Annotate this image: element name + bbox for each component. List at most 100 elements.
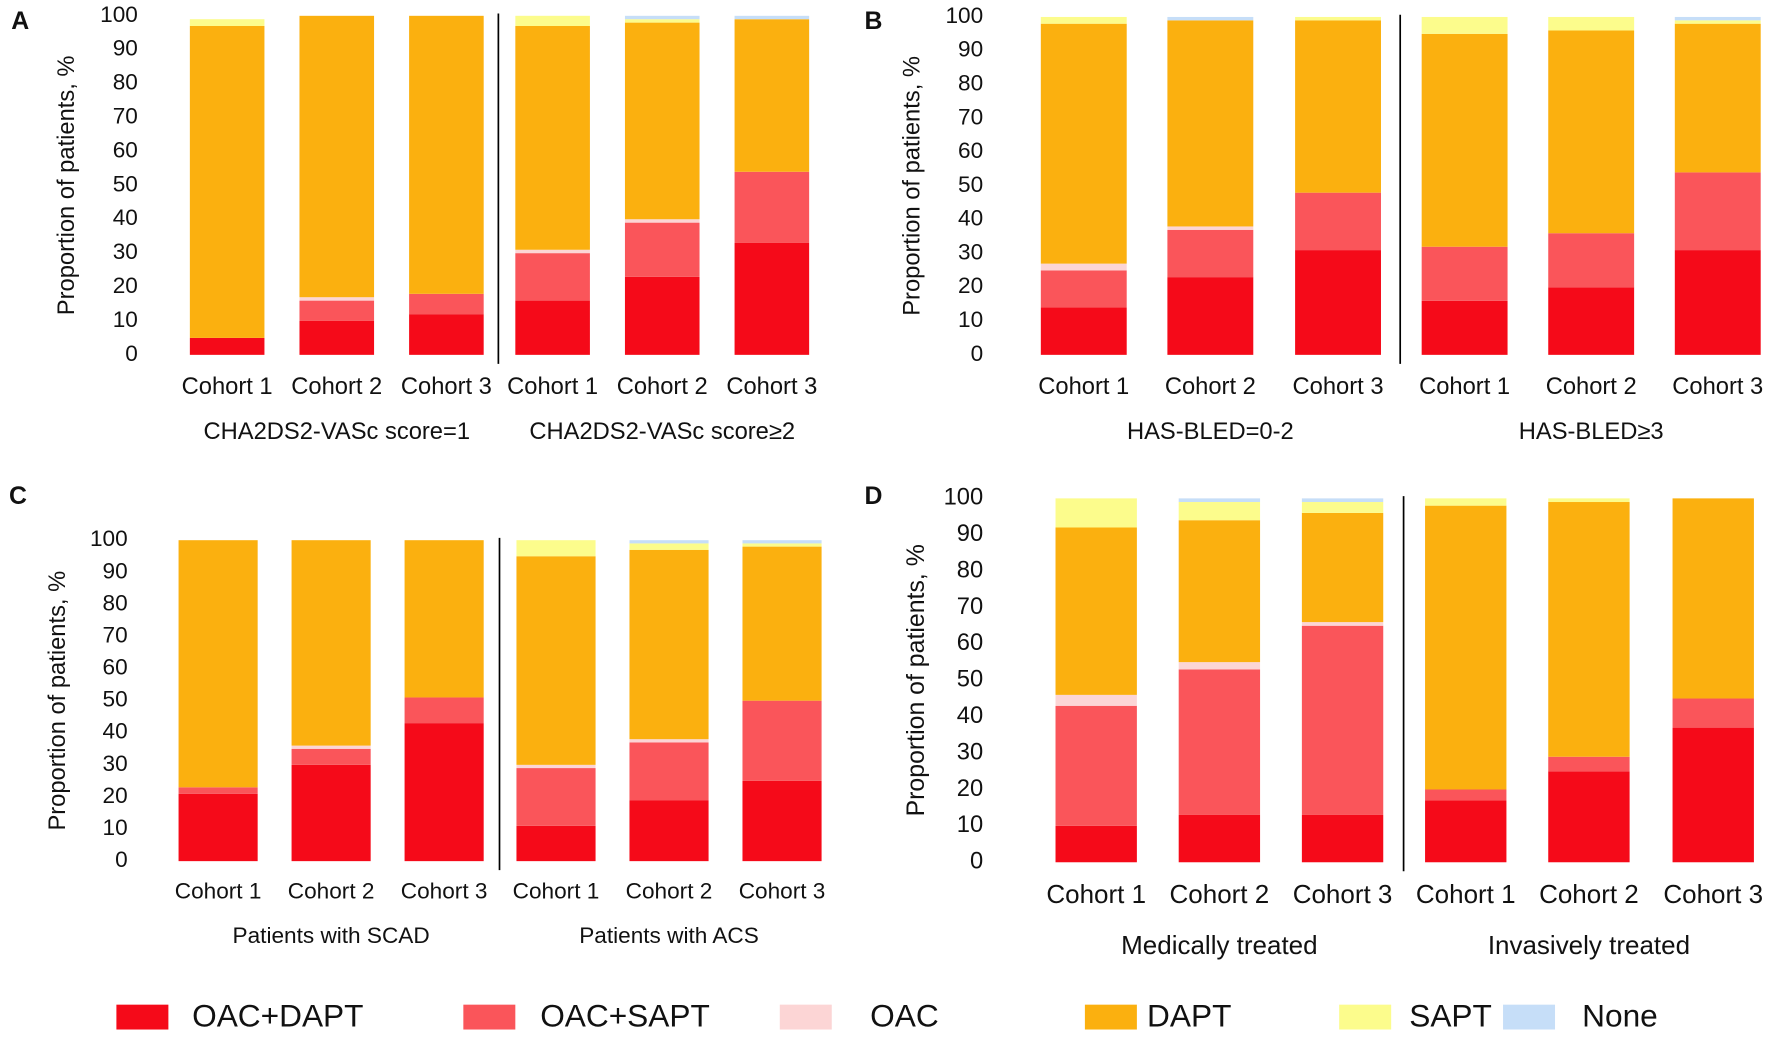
bar-segment — [624, 222, 700, 277]
bar-segment — [178, 793, 258, 862]
bar-segment — [516, 825, 596, 862]
bar-segment — [291, 748, 371, 765]
y-tick-label: 50 — [958, 172, 983, 197]
x-tick-label: Cohort 1 — [182, 374, 273, 400]
x-tick-label: Cohort 3 — [401, 879, 488, 904]
y-tick-label: 30 — [957, 739, 983, 765]
legend-swatch — [116, 1004, 169, 1030]
y-axis-label: Proportion of patients, % — [899, 56, 925, 316]
x-tick-label: Cohort 1 — [513, 879, 600, 904]
y-tick-label: 60 — [113, 137, 138, 162]
bar-segment — [404, 540, 484, 698]
bar-segment — [1425, 800, 1507, 863]
y-tick-label: 80 — [957, 557, 983, 583]
bar-segment — [1548, 16, 1635, 31]
x-tick-label: Cohort 2 — [1165, 374, 1256, 400]
bar-segment — [299, 15, 375, 298]
bar-segment — [409, 293, 484, 315]
y-axis-label: Proportion of patients, % — [54, 55, 80, 315]
bar-segment — [404, 697, 484, 724]
bar-segment — [1548, 756, 1630, 772]
bar-segment — [629, 540, 709, 544]
x-tick-label: Cohort 1 — [175, 879, 262, 904]
bar-segment — [1421, 16, 1508, 34]
bar-segment — [1167, 277, 1254, 355]
bar-segment — [291, 540, 371, 746]
bar-segment — [1421, 300, 1508, 355]
y-tick-label: 80 — [958, 71, 983, 96]
bar-segment — [742, 543, 822, 547]
legend-swatch — [1503, 1004, 1556, 1030]
bar-segment — [409, 314, 484, 355]
bar-segment — [1301, 625, 1384, 815]
bar-segment — [1421, 33, 1508, 247]
bar-segment — [1425, 505, 1507, 790]
y-tick-label: 70 — [957, 594, 983, 620]
bar-segment — [734, 19, 810, 172]
group-label: HAS-BLED=0-2 — [1127, 419, 1294, 445]
y-tick-label: 0 — [970, 849, 983, 875]
x-tick-label: Cohort 2 — [626, 879, 713, 904]
y-axis-label: Proportion of patients, % — [45, 571, 71, 831]
bar-segment — [1674, 172, 1761, 251]
bar-segment — [629, 800, 709, 862]
bar-segment — [1425, 498, 1507, 506]
bar-segment — [299, 300, 375, 321]
y-tick-label: 0 — [125, 341, 138, 366]
bar-segment — [1672, 698, 1754, 728]
bar-segment — [1167, 16, 1254, 21]
y-tick-label: 30 — [103, 751, 128, 776]
legend-label: DAPT — [1147, 998, 1231, 1034]
bar-segment — [1674, 23, 1761, 173]
bar-segment — [1055, 705, 1137, 826]
bar-segment — [1295, 192, 1381, 251]
panel-letter: B — [865, 7, 883, 35]
bar-segment — [1178, 502, 1261, 521]
bar-segment — [1295, 250, 1381, 355]
x-tick-label: Cohort 2 — [291, 374, 382, 400]
bar-segment — [1167, 226, 1254, 230]
legend-swatch — [1084, 1004, 1137, 1030]
bar-segment — [1178, 669, 1261, 815]
bar-segment — [516, 540, 596, 557]
bar-segment — [515, 253, 590, 301]
y-tick-label: 90 — [103, 558, 128, 583]
bar-segment — [734, 171, 810, 243]
y-tick-label: 70 — [958, 104, 983, 129]
bar-segment — [1548, 233, 1635, 288]
legend-swatch — [1339, 1004, 1392, 1030]
panel-letter: D — [865, 482, 883, 510]
bar-segment — [1421, 246, 1508, 301]
bar-segment — [1055, 825, 1137, 863]
bar-segment — [178, 540, 258, 788]
bar-segment — [189, 19, 265, 26]
y-tick-label: 30 — [958, 239, 983, 264]
bar-segment — [1548, 287, 1635, 355]
y-tick-label: 90 — [958, 37, 983, 62]
group-label: Invasively treated — [1488, 930, 1690, 960]
bar-segment — [1167, 229, 1254, 278]
y-tick-label: 100 — [945, 3, 983, 28]
bar-segment — [1295, 16, 1381, 21]
bar-segment — [515, 25, 590, 250]
y-tick-label: 20 — [113, 273, 138, 298]
bar-segment — [624, 219, 700, 223]
group-label: Patients with SCAD — [233, 923, 430, 948]
x-tick-label: Cohort 3 — [401, 374, 492, 400]
bar-segment — [515, 15, 590, 26]
bar-segment — [1301, 502, 1384, 513]
legend-label: OAC — [870, 998, 939, 1034]
y-tick-label: 10 — [113, 307, 138, 332]
group-label: Medically treated — [1121, 930, 1317, 960]
y-tick-label: 20 — [103, 783, 128, 808]
bar-segment — [1295, 20, 1381, 193]
bar-segment — [189, 337, 265, 355]
bar-segment — [1040, 23, 1127, 264]
y-tick-label: 30 — [113, 239, 138, 264]
bar-segment — [742, 540, 822, 544]
x-tick-label: Cohort 3 — [739, 879, 826, 904]
bar-segment — [1548, 771, 1630, 863]
legend-label: SAPT — [1409, 998, 1492, 1034]
legend-label: OAC+DAPT — [192, 998, 363, 1034]
